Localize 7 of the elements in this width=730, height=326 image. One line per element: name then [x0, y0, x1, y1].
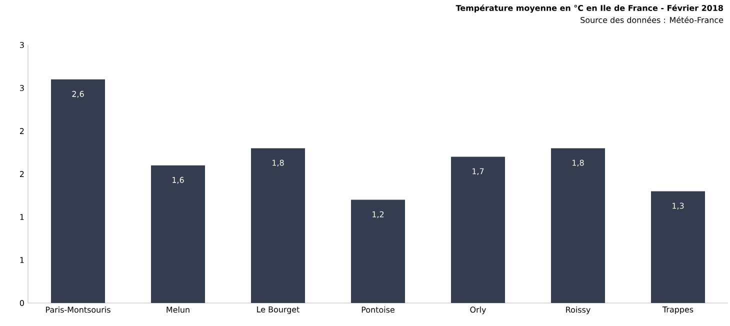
bar — [351, 200, 406, 303]
bar — [151, 165, 206, 303]
bar — [451, 156, 506, 303]
bar — [251, 148, 306, 303]
bar — [551, 148, 606, 303]
bar — [651, 191, 706, 303]
bar — [51, 79, 106, 303]
